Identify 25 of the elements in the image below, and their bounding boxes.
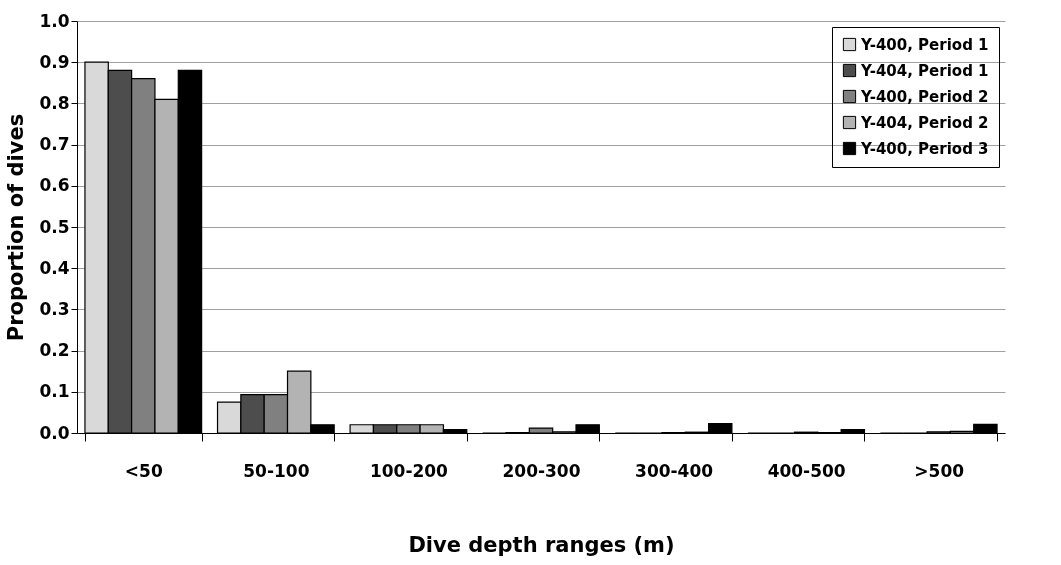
x-axis-title: Dive depth ranges (m) xyxy=(408,532,675,557)
x-tick-label: 100-200 xyxy=(369,460,449,481)
y-tick-label: 0.4 xyxy=(39,257,70,278)
y-tick-label: 0.2 xyxy=(39,340,70,361)
legend-label: Y-400, Period 1 xyxy=(860,35,989,54)
legend-label: Y-400, Period 3 xyxy=(860,139,989,158)
x-tick-label: 400-500 xyxy=(767,460,846,481)
y-tick-label: 0.3 xyxy=(39,298,70,319)
x-tick-label: 200-300 xyxy=(502,460,581,481)
legend-label: Y-400, Period 2 xyxy=(860,87,989,106)
y-tick-label: 0.6 xyxy=(39,175,70,196)
y-tick-label: 0.5 xyxy=(39,216,70,237)
y-tick-label: 0.9 xyxy=(39,51,70,72)
y-tick-label: 0.8 xyxy=(39,92,70,113)
y-tick-label: 0.0 xyxy=(39,422,70,443)
y-tick-label: 0.1 xyxy=(39,381,70,402)
x-tick-label: <50 xyxy=(124,460,163,481)
legend-label: Y-404, Period 2 xyxy=(860,113,989,132)
x-tick-label: >500 xyxy=(914,460,965,481)
legend-label: Y-404, Period 1 xyxy=(860,61,989,80)
y-axis-title: Proportion of dives xyxy=(4,113,29,342)
y-tick-label: 0.7 xyxy=(39,134,70,155)
x-tick-label: 300-400 xyxy=(635,460,714,481)
x-tick-label: 50-100 xyxy=(243,460,310,481)
y-tick-label: 1.0 xyxy=(39,10,70,31)
